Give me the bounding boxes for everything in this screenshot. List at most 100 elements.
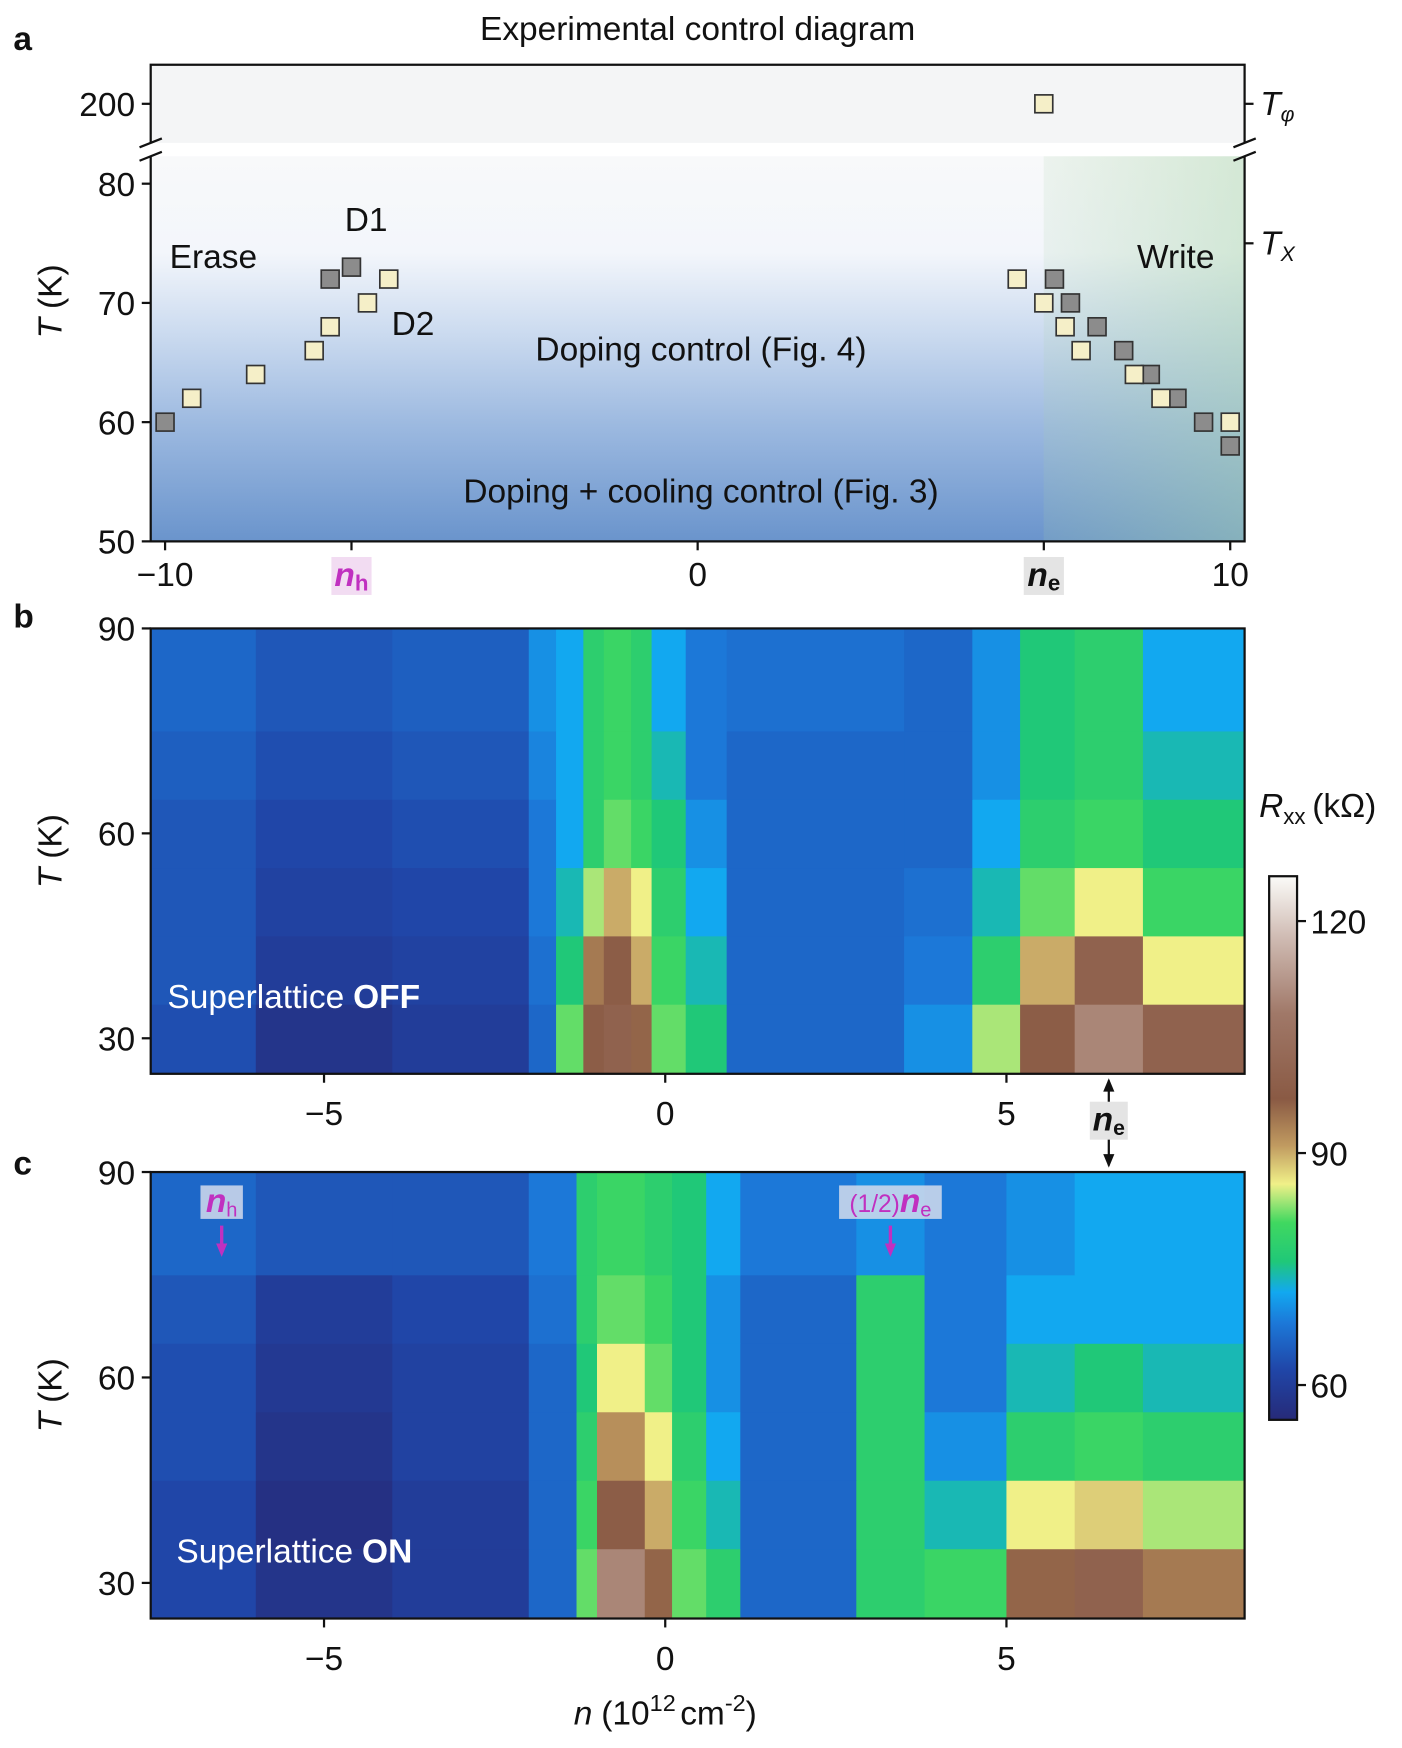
heatmap-cell — [706, 1343, 741, 1413]
heatmap-cell — [150, 730, 257, 800]
heatmap-cell — [644, 1274, 673, 1344]
annotation: Write — [1137, 239, 1214, 276]
annotation-part: ON — [362, 1534, 412, 1571]
heatmap-cell — [528, 867, 557, 937]
data-point — [1193, 412, 1214, 432]
heatmap-cell — [255, 799, 393, 869]
heatmap-cell — [631, 628, 653, 732]
annotation: Erase — [170, 239, 257, 276]
heatmap-cell — [528, 935, 557, 1005]
data-point — [1113, 340, 1134, 361]
heatmap-cell — [904, 867, 973, 937]
y-tick-label: 60 — [98, 405, 135, 442]
heatmap-cell — [1074, 730, 1144, 800]
series-label: D1 — [345, 202, 388, 239]
heatmap-cell — [576, 1343, 598, 1413]
heatmap-cell — [583, 730, 605, 800]
heatmap-cell — [904, 1004, 973, 1075]
heatmap-cell — [685, 1004, 728, 1075]
marker-bg — [839, 1185, 942, 1219]
marker-bg — [200, 1185, 243, 1219]
heatmap-cell — [576, 1411, 598, 1481]
heatmap-cell — [924, 1411, 1007, 1481]
x-axis-label: n (1012 cm-2) — [574, 1690, 757, 1732]
annotation-part: Superlattice — [167, 979, 344, 1016]
heatmap-cell — [904, 730, 973, 800]
x-marker-label-part: e — [1048, 570, 1060, 595]
heatmap-cell — [528, 1480, 578, 1550]
data-point — [304, 340, 324, 361]
heatmap-cell — [392, 730, 530, 800]
x-tick-label: 5 — [997, 1641, 1016, 1678]
heatmap-cell — [1006, 1480, 1076, 1550]
heatmap-cell — [576, 1274, 598, 1344]
x-tick-label: −10 — [137, 557, 194, 594]
heatmap-cell — [740, 1274, 857, 1344]
y-tick-label: 30 — [98, 1022, 135, 1059]
heatmap-cell — [528, 730, 557, 800]
right-tick-label-part: φ — [1281, 104, 1295, 127]
heatmap-cell — [740, 1548, 857, 1620]
heatmap-cell — [603, 935, 632, 1005]
heatmap-cell — [1074, 935, 1144, 1005]
x-marker-label: ne — [1027, 557, 1060, 595]
data-point — [1044, 269, 1065, 289]
heatmap-cell — [685, 935, 728, 1005]
heatmap-cell — [856, 1274, 926, 1344]
heatmap-cell — [255, 1480, 393, 1550]
heatmap-cell — [651, 730, 687, 800]
heatmap-cell — [904, 799, 973, 869]
x-tick-label: −5 — [305, 1096, 343, 1133]
heatmap-cell — [631, 799, 653, 869]
heatmap-cell — [150, 799, 257, 869]
right-tick-label-part: X — [1280, 243, 1296, 266]
heatmap-cell — [740, 1480, 857, 1550]
heatmap-cell — [644, 1172, 673, 1276]
heatmap-cell — [392, 1274, 530, 1344]
axis-break — [139, 137, 1257, 162]
heatmap-cell — [672, 1274, 707, 1344]
heatmap-cell — [1142, 867, 1246, 937]
heatmap-cell — [1074, 1172, 1144, 1276]
colorbar-tick-label: 120 — [1310, 904, 1366, 941]
heatmap-cell — [556, 1004, 584, 1075]
heatmap-cell — [556, 867, 584, 937]
marker-label-part: n — [1093, 1102, 1113, 1139]
y-tick-label: 60 — [98, 817, 135, 854]
colorbar-tick-label: 60 — [1310, 1368, 1347, 1405]
marker-label: (1/2)ne — [849, 1183, 931, 1221]
y-axis-label: T (K) — [32, 1358, 69, 1432]
heatmap-cell — [706, 1480, 741, 1550]
x-marker-label-part: h — [355, 570, 369, 595]
heatmap-cell — [576, 1172, 598, 1276]
heatmap-cell — [392, 1548, 530, 1620]
heatmap-cell — [726, 867, 905, 937]
annotation: Doping control (Fig. 4) — [535, 332, 866, 369]
data-point — [1034, 94, 1054, 114]
heatmap-cell — [740, 1172, 857, 1276]
heatmap-cell — [685, 730, 728, 800]
heatmap-cell — [1142, 1004, 1246, 1075]
heatmap-cell — [972, 628, 1021, 732]
heatmap-cell — [672, 1480, 707, 1550]
marker-bg — [331, 556, 372, 595]
heatmap-cell — [1074, 1548, 1144, 1620]
heatmap-cell — [583, 1004, 605, 1075]
data-point — [1071, 340, 1091, 361]
data-point — [155, 412, 175, 432]
heatmap-cell — [972, 867, 1021, 937]
heatmap-cell — [603, 628, 632, 732]
heatmap-cell — [1020, 1004, 1076, 1075]
heatmap-cell — [1006, 1274, 1076, 1344]
data-point — [320, 316, 340, 337]
data-point — [181, 388, 202, 409]
data-point — [1007, 269, 1027, 289]
heatmap-cell — [150, 867, 257, 937]
heatmap-cell — [972, 799, 1021, 869]
panel-a-top-bg — [150, 64, 1245, 143]
heatmap-cell — [596, 1548, 646, 1620]
heatmap-cell — [1020, 628, 1076, 732]
marker-bg — [1089, 1101, 1128, 1140]
heatmap-cell — [528, 1548, 578, 1620]
heatmap-cell — [726, 935, 905, 1005]
